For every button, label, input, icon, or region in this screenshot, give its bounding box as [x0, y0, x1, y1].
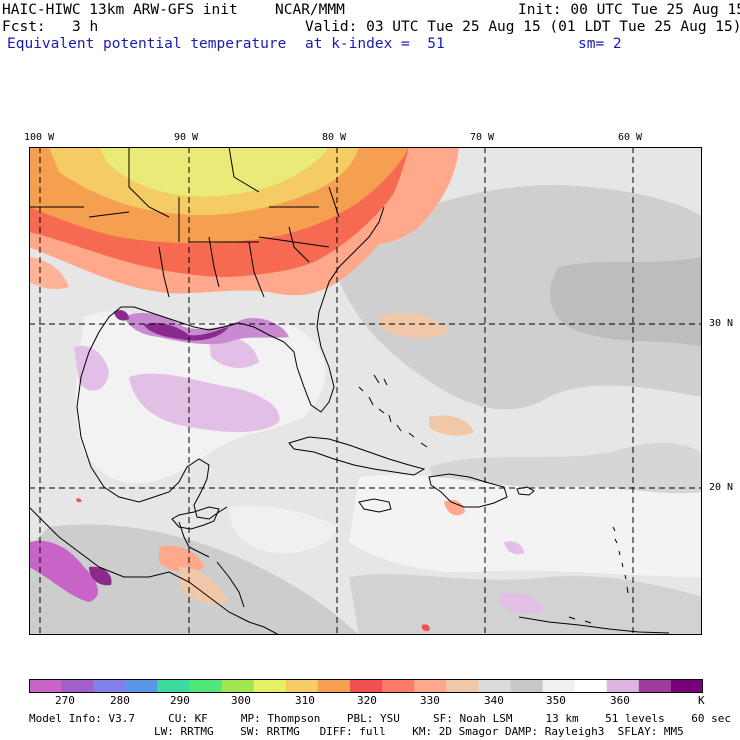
lat-lon-grid [29, 147, 702, 635]
colorbar-swatch [189, 679, 223, 693]
colorbar-label-340: 340 [484, 694, 504, 707]
colorbar [29, 679, 703, 693]
fcst-value: 3 h [72, 19, 99, 35]
valid-time: Valid: 03 UTC Tue 25 Aug 15 (01 LDT Tue … [305, 19, 740, 35]
colorbar-swatch [285, 679, 319, 693]
colorbar-swatch [253, 679, 287, 693]
colorbar-swatch [382, 679, 415, 693]
lon-label-90w: 90 W [174, 132, 199, 143]
caribbean-region [229, 474, 702, 614]
colorbar-label-360: 360 [610, 694, 630, 707]
model-info-line1: Model Info: V3.7 CU: KF MP: Thompson PBL… [29, 712, 731, 725]
colorbar-swatch [638, 679, 672, 693]
lon-label-100w: 100 W [24, 132, 55, 143]
smoothing-label: sm= 2 [578, 36, 622, 52]
theta-e-map [29, 147, 702, 635]
colorbar-label-270: 270 [55, 694, 75, 707]
gulf-region [74, 309, 326, 484]
colorbar-unit: K [698, 694, 705, 707]
colorbar-swatch [93, 679, 126, 693]
warm-air-region [29, 147, 459, 296]
colorbar-label-300: 300 [231, 694, 251, 707]
colorbar-swatch [670, 679, 703, 693]
colorbar-swatch [157, 679, 190, 693]
lon-label-70w: 70 W [470, 132, 495, 143]
org-label: NCAR/MMM [275, 2, 345, 18]
colorbar-swatch [125, 679, 158, 693]
colorbar-label-330: 330 [420, 694, 440, 707]
lat-label-20n: 20 N [709, 482, 734, 493]
init-time: Init: 00 UTC Tue 25 Aug 15 [518, 2, 740, 18]
model-title: HAIC-HIWC 13km ARW-GFS init [2, 2, 238, 18]
colorbar-swatch [414, 679, 447, 693]
lat-label-30n: 30 N [709, 318, 734, 329]
colorbar-swatch [29, 679, 62, 693]
colorbar-swatch [349, 679, 383, 693]
colorbar-label-290: 290 [170, 694, 190, 707]
colorbar-swatch [317, 679, 351, 693]
colorbar-swatch [61, 679, 94, 693]
colorbar-swatch [478, 679, 511, 693]
field-name: Equivalent potential temperature [7, 36, 287, 52]
colorbar-label-280: 280 [110, 694, 130, 707]
colorbar-swatch [606, 679, 640, 693]
colorbar-label-320: 320 [357, 694, 377, 707]
colorbar-swatch [542, 679, 576, 693]
colorbar-label-350: 350 [546, 694, 566, 707]
colorbar-swatch [510, 679, 544, 693]
colorbar-frame [29, 679, 703, 693]
colorbar-label-310: 310 [295, 694, 315, 707]
colorbar-swatch [446, 679, 479, 693]
colorbar-swatch [574, 679, 608, 693]
level-label: at k-index = 51 [305, 36, 445, 52]
southern-warm-cells [29, 312, 474, 632]
map-frame [29, 147, 702, 635]
fcst-label: Fcst: [2, 19, 46, 35]
model-info-line2: LW: RRTMG SW: RRTMG DIFF: full KM: 2D Sm… [154, 725, 684, 738]
lon-label-80w: 80 W [322, 132, 347, 143]
lon-label-60w: 60 W [618, 132, 643, 143]
coastlines [29, 147, 670, 635]
colorbar-swatch [221, 679, 255, 693]
small-islands [358, 374, 629, 624]
